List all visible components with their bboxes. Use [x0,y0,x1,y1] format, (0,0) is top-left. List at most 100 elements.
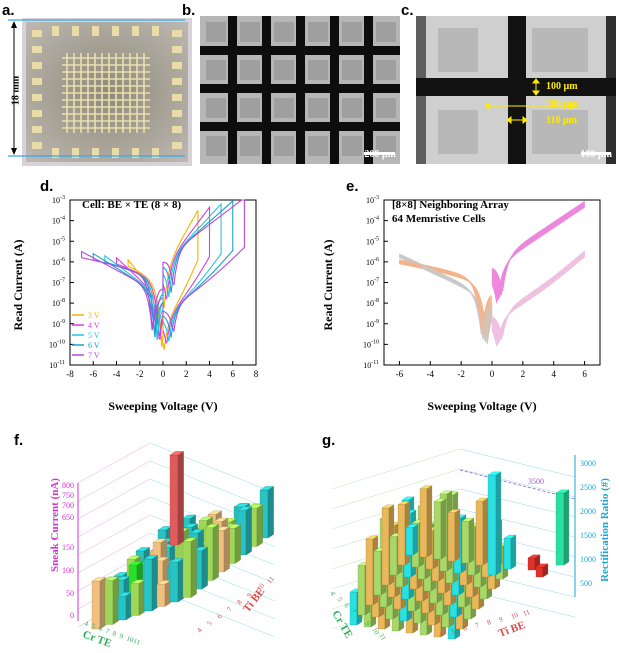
f-bar-top [207,510,223,515]
g-ztick-label: 3000 [580,459,596,468]
g-bar-side [454,509,461,562]
g-bar-right-front [555,492,565,566]
g-bar-tall-front [487,474,497,576]
g-bar-front [381,507,390,586]
g-bar-top [397,501,411,505]
g-bar-side [510,534,517,570]
e-curve-back [491,205,585,300]
e-curve-back [491,204,585,297]
chip-scale-label: 18 mm [10,75,22,106]
e-title-2: 64 Memristive Cells [392,213,486,225]
f-bar-side [267,486,274,539]
f-bar-top [135,547,151,552]
e-ytick-label: 10-4 [366,216,379,226]
g-zlabel: Rectification Ratio (#) [599,478,611,582]
f-bar-side [234,524,241,564]
g-ytick-label: 9 [498,615,504,624]
f-bar-front [156,583,166,607]
g-bar-top [447,509,461,513]
g-gridline [331,468,461,510]
f-ytick-label: 10 [255,581,266,592]
d-ytick-label: 10-7 [52,278,65,288]
chip-scale-overlay [8,19,185,157]
d-xtick-label: 0 [161,369,166,379]
d-ytick-label: 10-9 [52,319,65,329]
d-xtick-label: 6 [231,369,236,379]
f-bar-top [183,523,199,528]
e-curve-back [491,203,585,299]
g-bar-front [397,504,406,566]
g-bar-top [503,534,517,539]
f-ytick-label: 11 [265,575,276,586]
e-curve-back [491,205,585,301]
e-curve-back [491,203,585,295]
f-bar-side [138,579,145,616]
g-bar-front [373,550,382,596]
e-curve-back [491,206,585,298]
d-legend-label: 6 V [88,341,100,350]
g-bar-top [365,535,379,540]
f-bar-top [126,555,142,560]
d-legend-label: 7 V [88,351,100,360]
g-bar-front [357,565,366,616]
e-curve-back [491,206,585,301]
f-gridline [77,514,151,556]
d-ytick-label: 10-10 [49,339,65,349]
e-curve-back [491,205,585,301]
e-xtick-label: 6 [582,369,587,379]
f-xtick-label: 7 [104,627,110,636]
f-bar-side [151,555,158,612]
f-bar-top [237,506,253,511]
d-xtick-label: 8 [254,369,259,379]
g-bar-red-top [535,563,549,568]
e-curve-back [491,205,585,298]
d-ytick-label: 10-11 [49,360,65,370]
g-gridline [331,488,461,530]
g-xtick-label: 9 [363,620,372,627]
f-ztick-label: 50 [66,589,74,598]
e-curve-back [491,206,585,298]
f-bar-top [204,523,220,528]
e-curve-back [491,205,585,301]
g-bar-front [461,521,470,564]
g-xtick-label: 6 [342,602,351,609]
g-bar-top [433,498,447,502]
f-bar-top [143,555,159,560]
f-gridline [77,478,151,520]
e-curve-back [491,206,585,298]
e-xlabel: Sweeping Voltage (V) [427,399,536,413]
d-ylabel: Read Current (A) [11,239,25,330]
g-bars [349,471,570,640]
f-xtick-label: 10 [125,634,135,644]
e-curve-back [491,205,585,300]
g-xtick-label: 10 [370,626,381,636]
e-curve-back [491,201,585,292]
g-ytick-label: 8 [486,618,492,627]
d-xtick-label: -4 [113,369,121,379]
e-curve-back [491,204,585,296]
g-bar-top [461,517,475,522]
f-bar-side [256,504,263,547]
d-curves [81,199,245,350]
e-ytick-label: 10-6 [366,257,379,267]
micrograph-b-svg [200,16,400,164]
f-gridline [149,442,276,494]
micrograph-c-svg [416,16,616,164]
g-gridline [459,468,576,498]
d-axes: -8 -6 -4 -2 0 2 4 6 8 10-11 10-10 10-9 10-8 10-7 10-6 1… [49,195,259,379]
e-curve-back [491,203,585,295]
f-xtick-label: 8 [111,629,117,638]
g-bar-top [439,490,453,495]
f-ytick-label: 8 [235,598,244,606]
e-curve-back [491,203,585,299]
g-bar-top [419,485,433,489]
f-bar-top [259,486,275,491]
f-bar-top [226,524,242,529]
e-curve-back [491,206,585,301]
e-curve-back [491,204,585,297]
e-curve-back [491,205,585,298]
f-bar-front [104,580,114,625]
d-legend: 3 V4 V5 V6 V7 V [72,311,100,360]
e-curve-back [491,204,585,296]
